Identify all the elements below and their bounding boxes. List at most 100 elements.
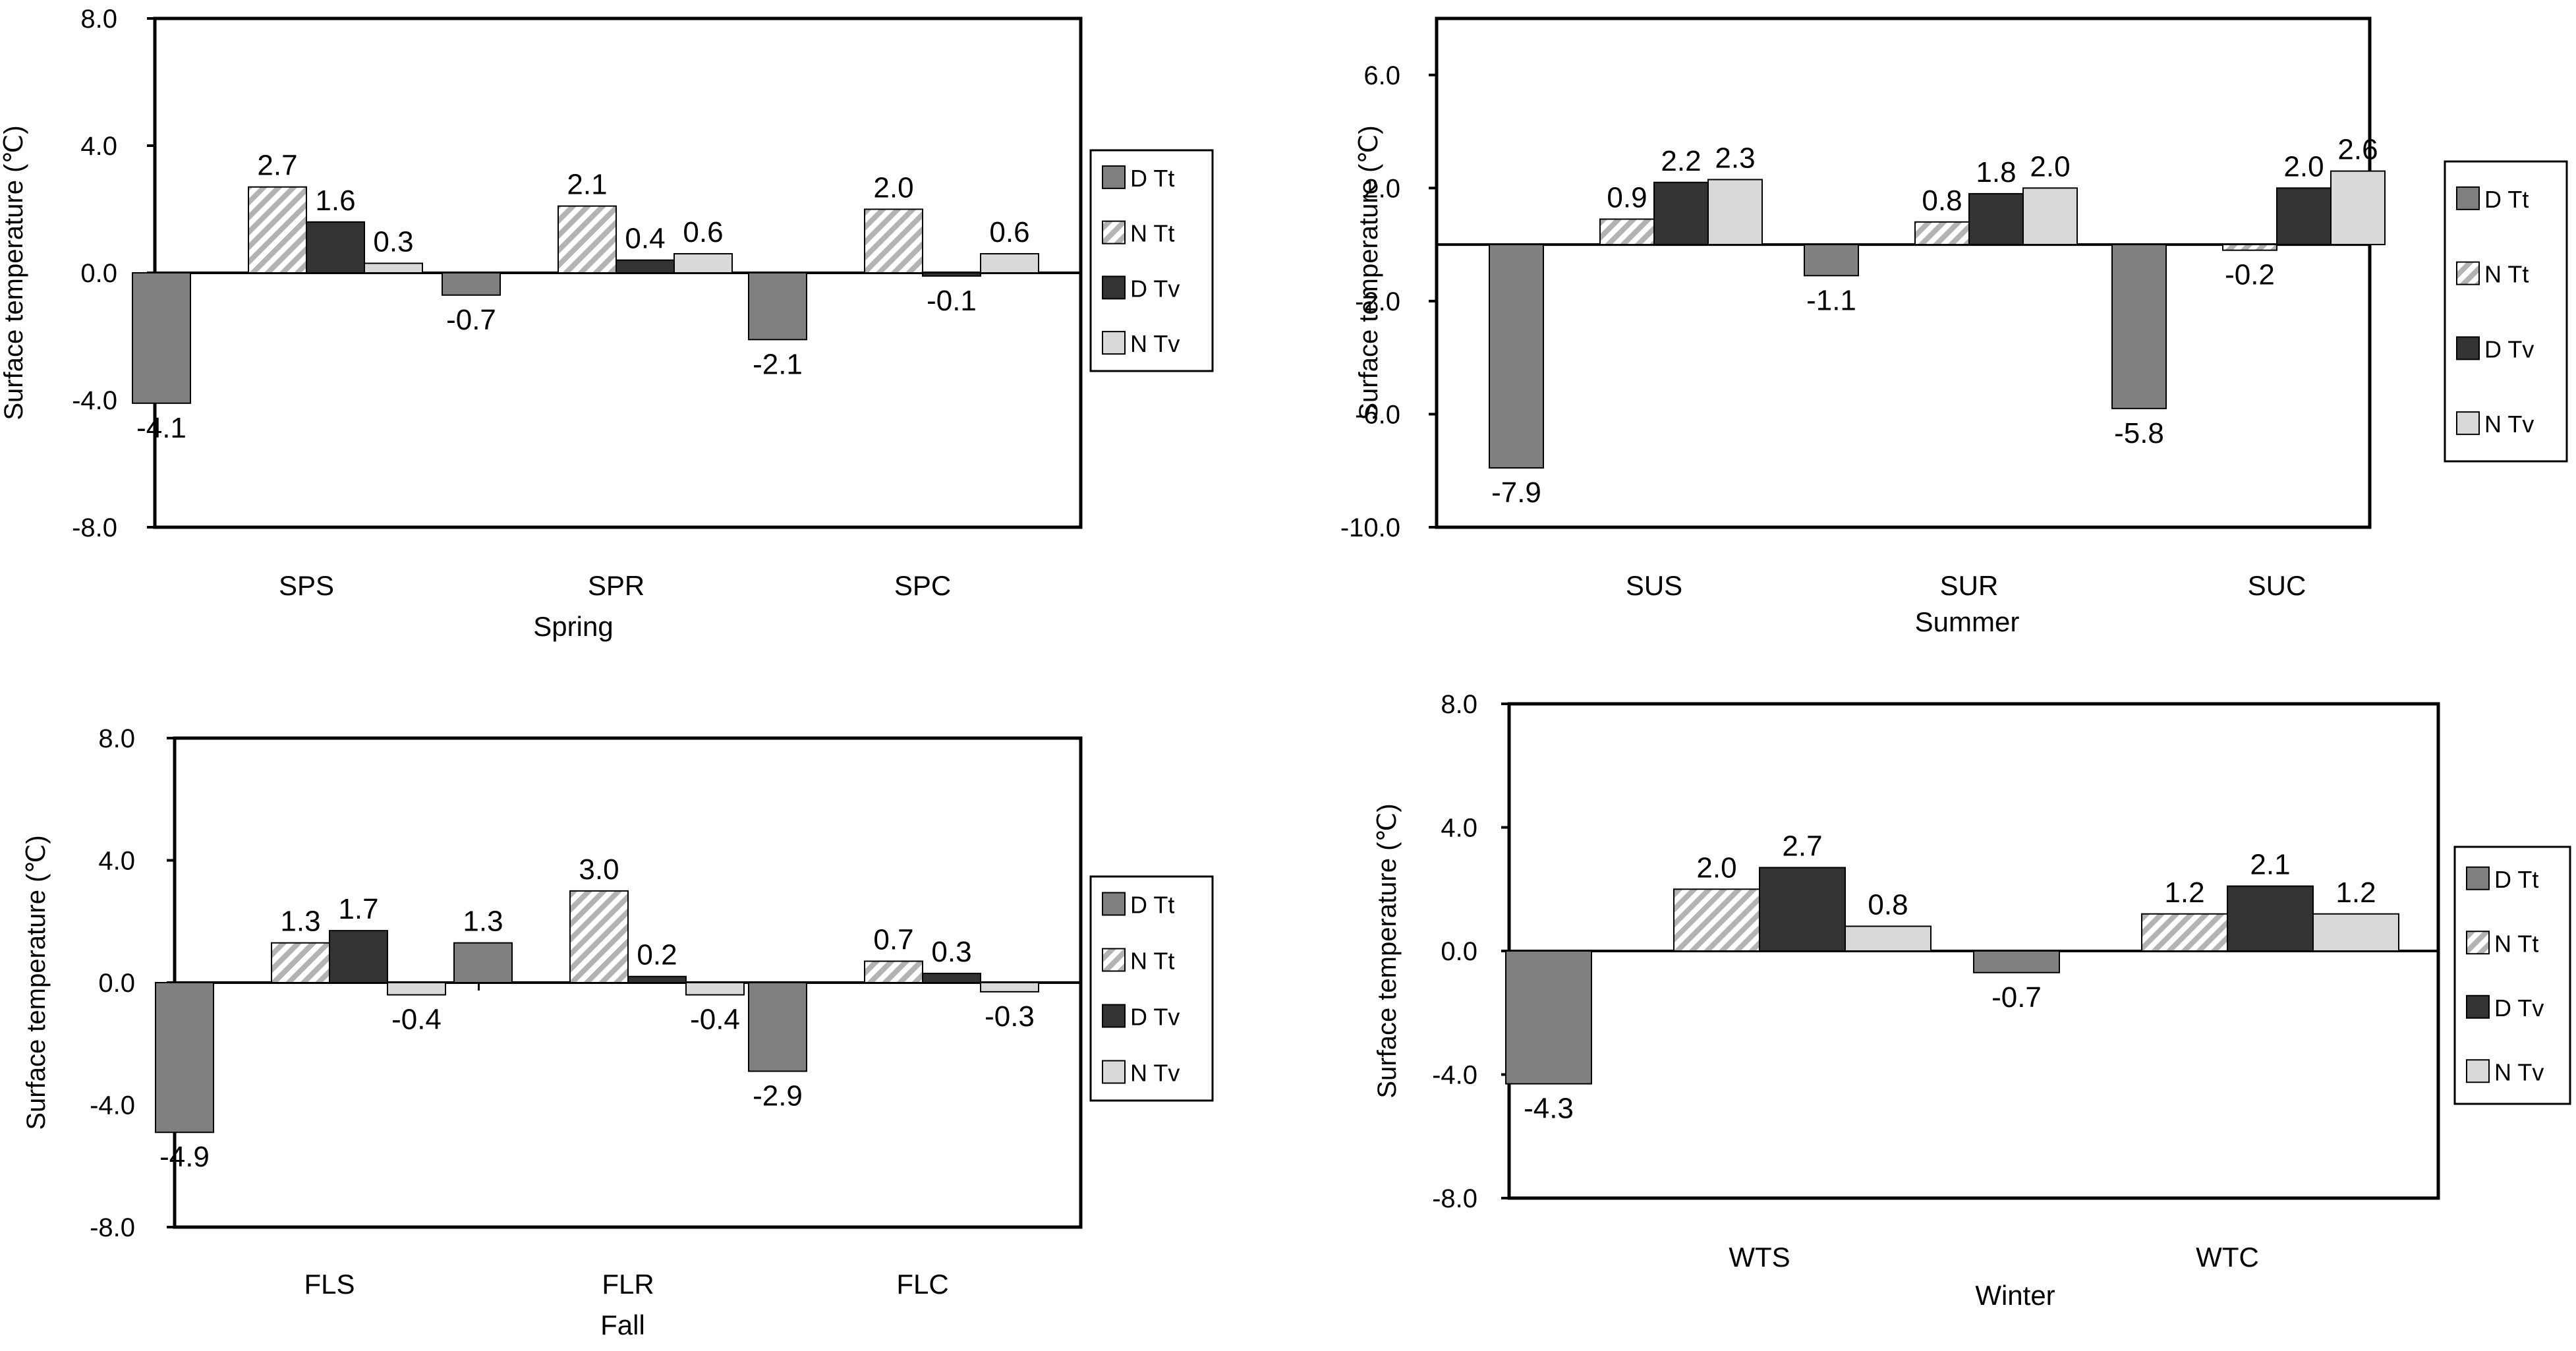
data-label: -2.9 [753,1079,803,1112]
y-tick-label: 0.0 [98,969,135,998]
chart-summer: 6.0 2.0 -2.0 -6.0 -10.0 Surface temperature (… [1340,16,2568,637]
legend-label: D Tv [1130,1004,1180,1031]
bar-n-tv [387,982,446,996]
y-tick-label: -6.0 [1355,400,1400,429]
y-tick-label: 8.0 [80,5,117,34]
category-label: FLC [896,1269,948,1300]
legend: D Tt N Tt D Tv N Tv [1089,149,1214,372]
y-tick-label: -4.0 [1432,1061,1477,1090]
legend-swatch [1102,275,1126,300]
data-label: 2.7 [257,150,297,182]
bar-d-tv [329,930,388,983]
category-label: FLR [602,1269,654,1300]
y-tick-label: -8.0 [90,1213,135,1242]
legend-swatch [2456,411,2480,436]
data-label: 0.8 [1922,185,1962,217]
legend: D Tt N Tt D Tv N Tv [2453,846,2571,1105]
bar-n-tv [1845,925,1932,952]
bar-d-tv [1759,867,1846,952]
bar-d-tt [453,942,513,984]
bar-n-tv [685,982,745,996]
y-tick-label: -8.0 [72,513,117,542]
bar-n-tt [2222,244,2277,251]
bar-d-tv [615,259,675,274]
bar-d-tv [627,975,687,983]
legend-swatch [2456,186,2480,210]
bar-n-tt [1673,888,1760,952]
data-label: 2.2 [1661,145,1701,177]
data-label: 1.6 [315,185,355,217]
y-tick-label: 8.0 [98,724,135,753]
legend-label: D Tv [1130,275,1180,302]
category-label: SUR [1940,570,1999,601]
data-label: -0.3 [985,1000,1035,1033]
y-tick-label: 4.0 [1441,814,1477,843]
data-label: 3.0 [579,853,619,886]
legend-label: N Tv [2484,411,2534,438]
bar-n-tt [1914,221,1970,246]
legend-label: N Tv [2494,1058,2544,1085]
data-label: -1.1 [1806,284,1856,316]
legend-label: N Tt [2494,930,2538,957]
data-label: 2.1 [2250,849,2290,881]
bar-d-tt [2111,244,2167,409]
legend-swatch [2466,931,2490,955]
bar-n-tt [248,186,307,273]
legend-swatch [1102,948,1126,972]
y-tick-label: 0.0 [1441,937,1477,966]
data-label: 0.6 [989,216,1029,248]
chart-spring: 8.0 4.0 0.0 -4.0 -8.0 Surface temperature (℃)… [0,5,1214,642]
plot-frame [1435,16,2372,529]
bar-d-tv [922,973,981,984]
bar-d-tt [1804,244,1859,277]
bar-d-tt [748,272,807,341]
legend-swatch [1102,1004,1126,1028]
bar-d-tv [1653,181,1709,246]
legend-label: N Tv [1130,330,1180,357]
category-label: WTS [1729,1242,1790,1273]
bar-n-tt [271,942,330,984]
y-axis-label: Surface temperature (℃) [1373,803,1402,1098]
data-label: -0.4 [690,1004,740,1036]
data-label: -2.1 [753,348,803,380]
bar-n-tv [2330,170,2386,246]
category-label: SPS [279,570,334,601]
bar-d-tt [155,982,214,1134]
data-label: 2.3 [1715,142,1755,174]
data-label: 0.3 [373,226,413,258]
bar-n-tv [1707,179,1763,246]
data-label: -7.9 [1491,476,1541,509]
legend-label: N Tt [2484,261,2529,288]
legend-label: N Tv [1130,1060,1180,1087]
data-label: -0.7 [1991,981,2042,1014]
data-label: 1.3 [280,905,320,938]
y-tick-label: -4.0 [90,1091,135,1120]
bar-n-tv [980,982,1039,992]
bar-n-tt [864,960,923,983]
legend-swatch [1102,220,1126,244]
legend-label: D Tt [1130,892,1174,919]
data-label: -0.2 [2225,259,2275,291]
legend: D Tt N Tt D Tv N Tv [2444,160,2568,463]
y-tick-label: -8.0 [1432,1184,1477,1213]
bar-n-tv [980,253,1039,273]
bar-d-tv [2227,885,2314,952]
legend-swatch [2466,994,2490,1019]
season-title: Winter [1975,1280,2055,1311]
legend-swatch [2456,261,2480,285]
legend-swatch [2466,866,2490,890]
category-label: WTC [2196,1242,2259,1273]
data-label: 2.6 [2337,134,2378,166]
category-label: SUC [2248,570,2306,601]
bar-n-tv [2312,913,2399,952]
bar-d-tt [442,272,501,296]
y-axis-label: Surface temperature (℃) [0,125,28,420]
bar-d-tt [1505,950,1592,1085]
data-label: 0.3 [931,936,971,968]
data-label: 1.7 [338,893,378,925]
y-tick-label: 4.0 [80,132,117,161]
y-tick-label: 4.0 [98,847,135,876]
bar-d-tt [748,982,807,1072]
y-axis-label: Surface temperature (℃) [1354,125,1383,420]
